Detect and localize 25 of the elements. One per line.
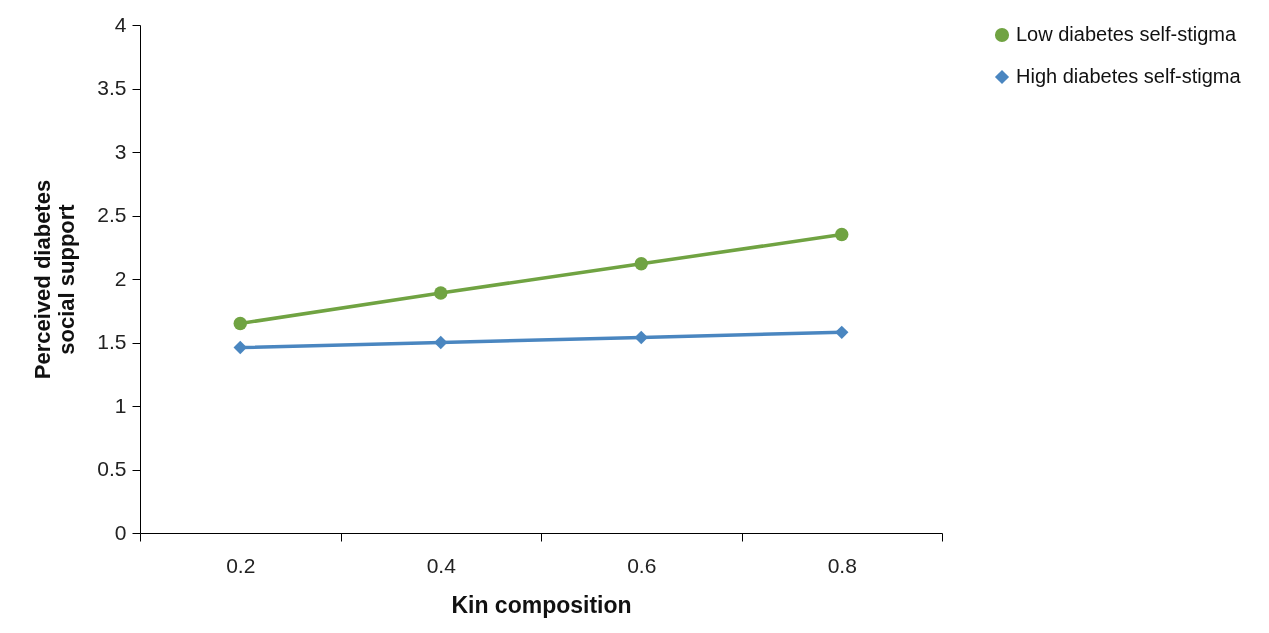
x-tick-label: 0.6 [627, 553, 657, 577]
y-tick-label: 0.5 [97, 457, 127, 480]
y-axis-title: Perceived diabetes social support [30, 179, 80, 380]
y-tick-label: 1.5 [97, 330, 127, 353]
y-tick-label: 0 [114, 520, 127, 544]
point [233, 340, 247, 355]
y-tick-label: 2 [114, 266, 127, 290]
y-tick-label: 4 [114, 12, 127, 36]
x-tick-label: 0.4 [426, 553, 457, 577]
legend-label: Low diabetes self-stigma [1016, 23, 1237, 45]
point [634, 257, 648, 271]
x-tick-label: 0.2 [226, 553, 256, 577]
y-tick-label: 1 [114, 393, 127, 417]
point [835, 227, 849, 242]
y-tick-label: 2.5 [97, 203, 127, 226]
x-tick-label: 0.8 [827, 553, 857, 577]
y-tick-label: 3.5 [97, 76, 127, 99]
point [835, 325, 849, 340]
y-tick-label: 3 [114, 139, 127, 163]
legend-label: High diabetes self-stigma [1016, 65, 1242, 87]
x-axis-title: Kin composition [451, 591, 632, 618]
point [434, 286, 448, 300]
point [634, 330, 648, 345]
point [434, 335, 448, 350]
point [233, 316, 247, 331]
